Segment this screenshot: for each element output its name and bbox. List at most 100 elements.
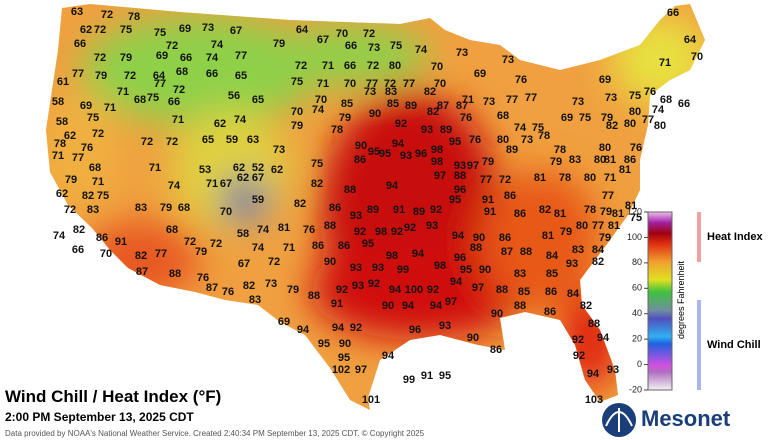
station-value: 79	[287, 284, 299, 296]
station-value: 59	[226, 134, 238, 146]
station-value: 83	[87, 204, 99, 216]
station-value: 77	[602, 190, 614, 202]
station-value: 66	[168, 96, 180, 108]
station-value: 79	[160, 202, 172, 214]
station-value: 82	[592, 256, 604, 268]
station-value: 91	[331, 298, 343, 310]
station-value: 86	[96, 232, 108, 244]
station-value: 72	[124, 70, 136, 82]
station-value: 62	[233, 162, 245, 174]
station-value: 84	[546, 250, 559, 262]
station-value: 99	[403, 374, 415, 386]
station-value: 94	[382, 350, 395, 362]
station-value: 79	[195, 246, 207, 258]
station-value: 69	[80, 100, 92, 112]
station-value: 72	[210, 238, 222, 250]
station-value: 88	[169, 268, 181, 280]
station-value: 79	[339, 112, 351, 124]
station-value: 70	[100, 248, 112, 260]
station-value: 74	[257, 224, 270, 236]
station-value: 94	[430, 300, 443, 312]
station-value: 69	[474, 68, 486, 80]
station-value: 95	[379, 148, 391, 160]
station-value: 87	[501, 246, 513, 258]
station-value: 72	[363, 28, 375, 40]
station-value: 74	[168, 180, 181, 192]
station-value: 95	[449, 136, 461, 148]
station-value: 76	[644, 86, 656, 98]
station-value: 69	[561, 112, 573, 124]
station-value: 78	[128, 11, 140, 23]
station-value: 91	[482, 194, 494, 206]
station-value: 93	[439, 320, 451, 332]
station-value: 81	[534, 172, 546, 184]
station-value: 83	[514, 268, 526, 280]
station-value: 82	[294, 198, 306, 210]
station-value: 90	[473, 232, 485, 244]
station-value: 73	[456, 47, 468, 59]
station-value: 89	[440, 124, 452, 136]
station-value: 97	[445, 296, 457, 308]
station-value: 97	[472, 282, 484, 294]
station-value: 92	[404, 222, 416, 234]
station-value: 72	[94, 52, 106, 64]
station-value: 58	[237, 228, 249, 240]
station-value: 66	[74, 38, 86, 50]
station-value: 68	[134, 94, 146, 106]
station-value: 67	[252, 172, 264, 184]
station-value: 62	[271, 164, 283, 176]
station-value: 70	[434, 78, 446, 90]
station-value: 78	[584, 204, 596, 216]
station-value: 97	[355, 364, 367, 376]
station-value: 82	[424, 86, 436, 98]
station-value: 67	[230, 25, 242, 37]
station-value: 92	[430, 204, 442, 216]
station-value: 95	[449, 194, 461, 206]
station-value: 66	[678, 98, 690, 110]
station-value: 92	[395, 118, 407, 130]
station-value: 88	[308, 290, 320, 302]
chill-label: Wind Chill	[707, 339, 761, 351]
station-value: 68	[166, 224, 178, 236]
station-value: 79	[95, 70, 107, 82]
station-value: 93	[454, 160, 466, 172]
station-value: 95	[439, 370, 451, 382]
station-value: 92	[427, 284, 439, 296]
station-value: 87	[206, 282, 218, 294]
station-value: 73	[572, 96, 584, 108]
station-value: 77	[403, 78, 415, 90]
station-value: 77	[642, 114, 654, 126]
station-value: 81	[612, 208, 624, 220]
station-value: 68	[497, 110, 509, 122]
station-value: 93	[350, 210, 362, 222]
station-value: 56	[228, 90, 240, 102]
station-value: 67	[238, 258, 250, 270]
station-value: 90	[324, 256, 336, 268]
station-value: 71	[317, 78, 329, 90]
station-value: 66	[667, 7, 679, 19]
station-value: 98	[434, 260, 446, 272]
station-value: 77	[525, 92, 537, 104]
station-value: 86	[499, 232, 511, 244]
station-value: 64	[296, 24, 309, 36]
station-value: 93	[350, 262, 362, 274]
station-value: 78	[538, 130, 550, 142]
station-value: 93	[372, 262, 384, 274]
station-value: 90	[355, 140, 367, 152]
station-value: 75	[630, 212, 642, 224]
station-value: 91	[484, 206, 496, 218]
station-value: 72	[94, 24, 106, 36]
station-value: 65	[202, 134, 214, 146]
station-value: 70	[336, 28, 348, 40]
credit: Data provided by NOAA's National Weather…	[5, 429, 425, 438]
station-value: 74	[312, 104, 325, 116]
station-value: 94	[452, 230, 465, 242]
subtitle: 2:00 PM September 13, 2025 CDT	[5, 410, 194, 424]
station-value: 80	[584, 172, 596, 184]
station-value: 98	[431, 144, 443, 156]
station-value: 74	[53, 230, 66, 242]
station-value: 91	[393, 204, 405, 216]
station-value: 88	[514, 300, 526, 312]
station-value: 95	[338, 352, 350, 364]
station-value: 75	[311, 158, 323, 170]
